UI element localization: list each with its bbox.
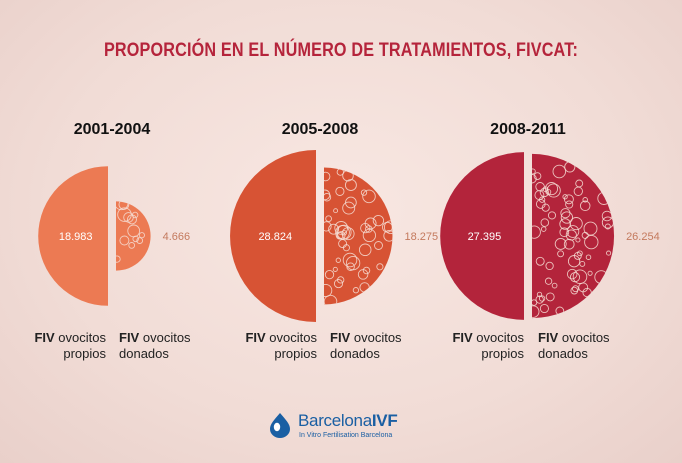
period-heading-2: 2005-2008 — [282, 121, 359, 138]
barcelona-ivf-logo: BarcelonaIVF In Vitro Fertilisation Barc… — [268, 408, 428, 448]
period-heading-3: 2008-2011 — [490, 121, 566, 138]
label-donados-2: FIV ovocitos donados — [330, 330, 402, 361]
label-propios-2: FIV ovocitos propios — [245, 330, 317, 361]
slice-propios-3 — [440, 152, 524, 320]
value-label-donados-2: 18.275 — [404, 231, 438, 243]
value-label-propios-3: 27.395 — [468, 231, 502, 243]
drop-logo-icon — [270, 413, 290, 438]
label-propios-1: FIV ovocitos propios — [34, 330, 106, 361]
slice-propios-1 — [38, 166, 109, 306]
logo-tagline: In Vitro Fertilisation Barcelona — [299, 432, 393, 439]
slice-donados-3 — [532, 153, 615, 319]
chart-title: PROPORCIÓN EN EL NÚMERO DE TRATAMIENTOS,… — [103, 39, 579, 61]
slice-propios-2 — [230, 150, 316, 322]
value-label-donados-3: 26.254 — [626, 231, 660, 243]
slice-donados-2 — [324, 167, 393, 305]
period-heading-1: 2001-2004 — [74, 121, 151, 138]
label-donados-3: FIV ovocitos donados — [538, 330, 610, 361]
value-label-propios-1: 18.983 — [59, 231, 93, 243]
logo-name: BarcelonaIVF — [298, 411, 398, 430]
slice-donados-1 — [116, 201, 151, 271]
bubble-texture — [324, 168, 393, 305]
value-label-propios-2: 28.824 — [258, 231, 292, 243]
label-donados-1: FIV ovocitos donados — [119, 330, 191, 361]
bubble-texture — [532, 161, 614, 318]
value-label-donados-1: 4.666 — [163, 231, 191, 243]
label-propios-3: FIV ovocitos propios — [452, 330, 524, 361]
